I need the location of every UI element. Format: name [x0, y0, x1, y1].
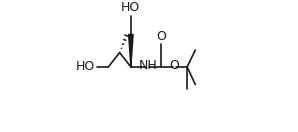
Text: HO: HO	[121, 1, 140, 14]
Text: O: O	[156, 30, 166, 43]
Text: NH: NH	[138, 59, 157, 72]
Text: HO: HO	[75, 60, 94, 73]
Text: O: O	[170, 59, 180, 72]
Polygon shape	[129, 34, 133, 67]
